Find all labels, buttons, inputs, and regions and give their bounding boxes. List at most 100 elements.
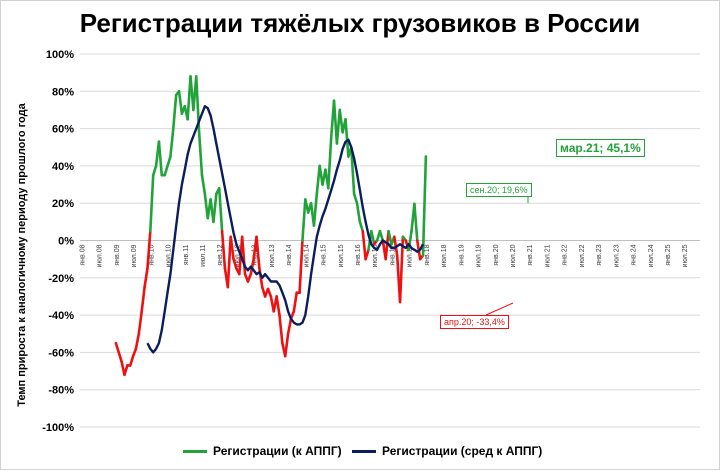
series-raw-segment [266,287,273,298]
series-raw-segment [151,164,158,177]
series-raw-segment [123,364,129,377]
series-raw-segment [292,291,299,313]
series-raw-segment [398,235,405,304]
series-raw-segment [146,229,152,270]
y-tick-label: -40% [48,310,74,322]
series-raw-segment [255,235,261,270]
series-raw-segment [278,313,284,345]
series-raw-segment [301,198,307,242]
series-raw-segment [378,229,385,242]
x-tick-label: янв.17 [389,244,396,265]
series-raw-segment [298,239,304,295]
x-tick-label: июл.10 [166,244,173,267]
x-tick-label: янв.11 [183,244,190,265]
series-raw-segment [344,117,350,158]
series-raw-segment [286,317,293,336]
series-raw-segment [358,220,365,233]
x-tick-label: июл.08 [97,244,104,267]
x-tick-label: янв.12 [217,244,224,265]
legend-item-raw: Регистрации (к АППГ) [183,444,342,458]
x-tick-label: янв.08 [79,244,86,265]
series-raw-segment [143,267,149,289]
series-raw-segment [312,192,319,227]
x-tick-label: июл.17 [407,244,414,267]
legend-label-avg: Регистрации (сред к АППГ) [382,444,543,458]
series-raw-segment [352,192,359,205]
series-raw-segment [370,229,376,246]
series-raw-segment [140,285,146,313]
x-tick-label: янв.19 [458,244,465,265]
series-raw-segment [275,295,281,317]
series-raw-segment [226,235,232,289]
series-raw-segment [240,235,247,276]
series-raw-segment [177,90,184,115]
x-tick-label: июл.09 [131,244,138,267]
x-tick-label: янв.25 [665,244,672,265]
x-tick-label: июл.18 [441,244,448,267]
series-raw-segment [229,235,235,261]
x-tick-label: янв.24 [631,244,638,265]
x-tick-label: июл.14 [303,244,310,267]
series-raw-segment [197,131,204,177]
y-tick-label: 80% [52,86,74,98]
series-raw-segment [413,202,419,242]
x-tick-label: июл.23 [613,244,620,267]
x-tick-label: янв.14 [286,244,293,265]
x-tick-label: июл.22 [579,244,586,267]
annotation-sep20: сен.20; 19,6% [466,183,532,197]
series-raw-segment [149,173,155,233]
x-tick-label: янв.18 [424,244,431,265]
y-tick-label: 0% [58,236,74,248]
series-raw-segment [232,257,238,270]
annotation-mar21: мар.21; 45,1% [556,139,645,157]
x-tick-label: июл.20 [510,244,517,267]
x-tick-label: июл.15 [338,244,345,267]
x-tick-label: янв.09 [114,244,121,265]
series-raw-segment [114,341,121,354]
x-tick-label: июл.25 [682,244,689,267]
annotation-apr20: апр.20; -33,4% [440,315,509,329]
series-raw-segment [349,145,356,196]
x-tick-label: июл.13 [269,244,276,267]
legend-item-avg: Регистрации (сред к АППГ) [352,444,542,458]
x-tick-label: июл.11 [200,244,207,266]
x-tick-label: янв.23 [596,244,603,265]
series-raw-segment [384,229,390,261]
series-raw-segment [117,351,123,364]
x-tick-label: янв.15 [321,244,328,265]
leader-apr20 [485,302,514,316]
series-raw-segment [212,192,218,224]
y-tick-label: -80% [48,385,74,397]
series-raw-segment [283,332,290,358]
x-tick-label: июл.24 [648,244,655,267]
series-raw-segment [246,272,253,283]
y-tick-label: 20% [52,198,74,210]
x-tick-label: июл.16 [372,244,379,267]
chart-title: Регистрации тяжёлых грузовиков в России [79,8,641,38]
series-avg-line [146,104,425,354]
series-raw-segment [134,332,141,350]
y-tick-label: -20% [48,273,74,285]
series-raw-segment [364,248,370,261]
series-raw-segment [163,164,169,177]
series-raw-segment [166,155,172,168]
y-tick-label: 60% [52,124,74,136]
legend-swatch-raw [183,449,207,453]
x-tick-label: янв.10 [148,244,155,265]
series-raw-segment [171,93,178,130]
series-raw-segment [128,354,135,367]
series-raw-segment [200,173,207,196]
series-raw-segment [169,127,175,158]
series-raw-segment [361,229,367,261]
legend-swatch-avg [352,449,376,453]
x-tick-label: янв.16 [355,244,362,265]
series-raw-segment [355,201,362,224]
series-raw-segment [217,186,224,233]
y-tick-label: 40% [52,161,74,173]
series-raw-segment [157,140,164,177]
y-tick-label: -60% [48,347,74,359]
series-raw-segment [421,155,428,257]
legend-label-raw: Регистрации (к АППГ) [213,444,342,458]
y-tick-label: -100% [42,422,74,434]
